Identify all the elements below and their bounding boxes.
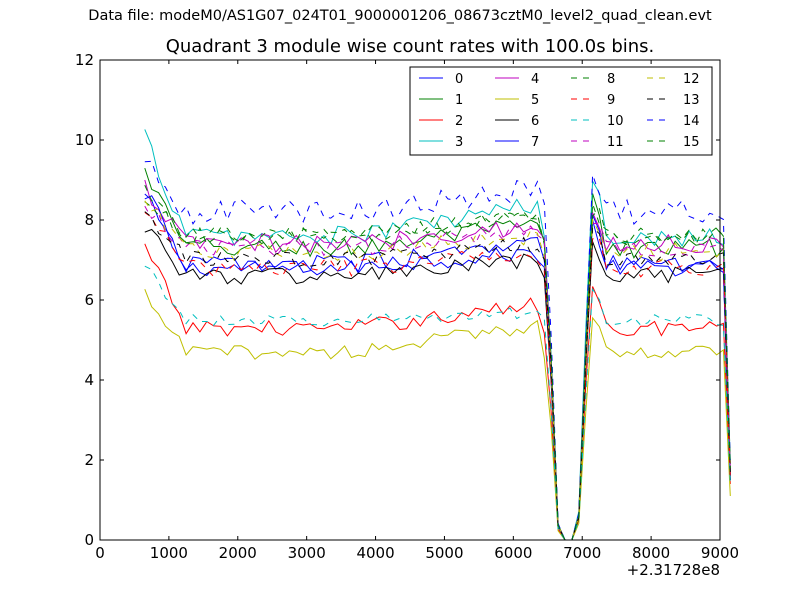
legend-label: 7 xyxy=(531,135,539,150)
series-line-8 xyxy=(144,201,731,541)
legend-label: 9 xyxy=(607,93,615,108)
series-line-12 xyxy=(144,200,731,541)
x-tick-label: 1000 xyxy=(150,544,188,562)
series-line-15 xyxy=(144,184,731,541)
series-line-5 xyxy=(144,289,731,541)
y-tick-label: 6 xyxy=(84,291,94,309)
legend-label: 12 xyxy=(683,72,700,87)
legend-label: 10 xyxy=(607,114,624,129)
series-line-3 xyxy=(144,129,731,541)
y-tick-label: 12 xyxy=(75,51,94,69)
series-line-14 xyxy=(144,160,731,541)
series-line-0 xyxy=(144,193,731,541)
x-tick-label: 6000 xyxy=(494,544,532,562)
x-tick-label: 3000 xyxy=(288,544,326,562)
x-tick-label: 0 xyxy=(95,544,105,562)
legend-label: 4 xyxy=(531,72,539,87)
series-line-2 xyxy=(144,243,731,541)
x-tick-label: 2000 xyxy=(219,544,257,562)
series-line-9 xyxy=(144,212,731,541)
y-tick-label: 0 xyxy=(84,531,94,549)
chart-title: Quadrant 3 module wise count rates with … xyxy=(165,36,655,57)
x-tick-label: 7000 xyxy=(563,544,601,562)
x-axis-offset-label: +2.31728e8 xyxy=(626,561,720,579)
figure-suptitle: Data file: modeM0/AS1G07_024T01_90000012… xyxy=(88,8,712,24)
legend-label: 1 xyxy=(455,93,463,108)
y-tick-label: 8 xyxy=(84,211,94,229)
series-line-13 xyxy=(144,211,731,541)
legend-box xyxy=(409,66,713,156)
series-line-1 xyxy=(144,167,731,541)
legend-label: 11 xyxy=(607,135,624,150)
y-tick-label: 4 xyxy=(84,371,94,389)
legend-label: 14 xyxy=(683,114,700,129)
series-line-6 xyxy=(144,228,731,541)
legend-label: 13 xyxy=(683,93,700,108)
legend-label: 3 xyxy=(455,135,463,150)
series-line-7 xyxy=(144,195,731,541)
axis-ticks: 0 1000 2000 3000 4000 5000 6000 7000 8000 9000 0 2 4… xyxy=(75,51,739,562)
y-tick-label: 2 xyxy=(84,451,94,469)
x-tick-label: 9000 xyxy=(701,544,739,562)
series-layer xyxy=(144,129,731,541)
legend-label: 15 xyxy=(683,135,700,150)
x-tick-label: 4000 xyxy=(356,544,394,562)
y-tick-label: 10 xyxy=(75,131,94,149)
x-tick-label: 8000 xyxy=(632,544,670,562)
series-line-10 xyxy=(144,265,731,541)
legend-label: 5 xyxy=(531,93,539,108)
x-tick-label: 5000 xyxy=(425,544,463,562)
legend-label: 6 xyxy=(531,114,539,129)
legend-label: 2 xyxy=(455,114,463,129)
legend-label: 8 xyxy=(607,72,615,87)
series-line-11 xyxy=(144,205,731,541)
legend-label: 0 xyxy=(455,72,463,87)
